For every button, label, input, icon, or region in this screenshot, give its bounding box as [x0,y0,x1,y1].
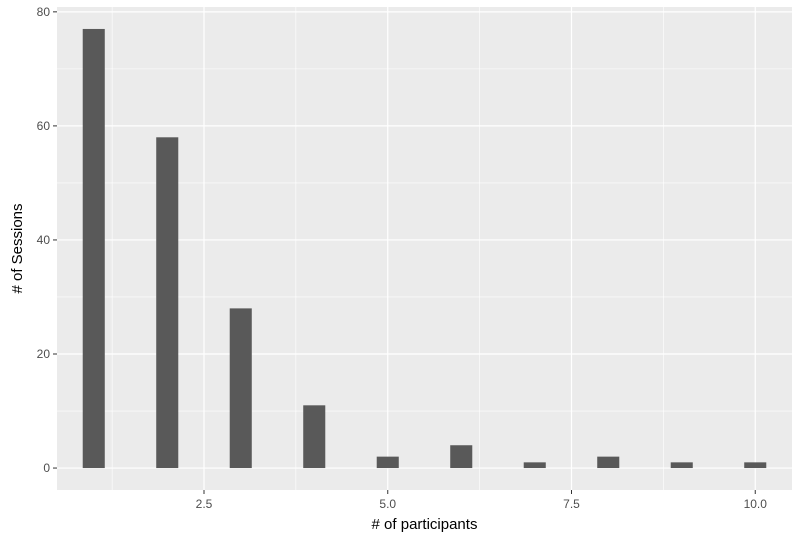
x-axis: 2.5 5.0 7.5 10.0 [196,490,768,511]
bar [156,137,179,469]
bars [82,28,767,469]
major-grid [57,7,792,490]
bar [450,445,473,469]
bar [597,456,620,469]
bar [670,462,693,469]
bar [229,308,252,469]
bar [376,456,399,469]
x-tick-label: 2.5 [196,497,213,511]
y-tick-label: 20 [37,347,51,361]
plot-panel [57,7,792,490]
y-axis-title: # of Sessions [9,203,26,293]
y-tick-label: 0 [43,461,50,475]
y-axis: 0 20 40 60 80 [37,5,57,475]
x-tick-label: 10.0 [744,497,768,511]
x-axis-title: # of participants [372,516,478,533]
x-tick-label: 7.5 [563,497,580,511]
minor-grid [57,7,792,490]
y-tick-label: 40 [37,233,51,247]
bar [82,28,105,469]
bar [744,462,767,469]
bar [523,462,546,469]
x-tick-label: 5.0 [379,497,396,511]
y-tick-label: 80 [37,5,51,19]
bar [303,405,326,469]
y-tick-label: 60 [37,119,51,133]
